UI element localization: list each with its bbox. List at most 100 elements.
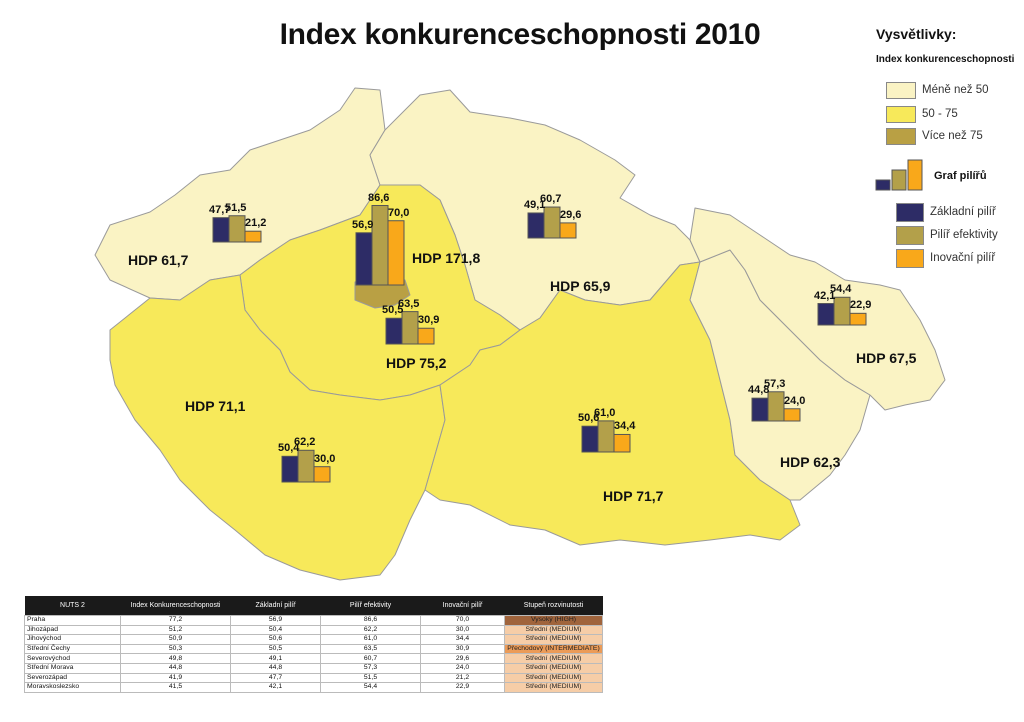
pillar-chart-icon bbox=[875, 159, 923, 191]
bar-inovace bbox=[244, 230, 262, 243]
table-cell-region: Moravskoslezsko bbox=[24, 682, 121, 693]
table-header: Inovační pilíř bbox=[420, 596, 505, 616]
legend-class-label: 50 - 75 bbox=[922, 108, 958, 120]
legend-pillar-label: Inovační pilíř bbox=[930, 252, 996, 264]
region-hdp-label: HDP 67,5 bbox=[856, 350, 917, 366]
bar-zakladni bbox=[527, 212, 545, 239]
legend-swatch bbox=[896, 248, 924, 268]
bar-efektivita bbox=[371, 205, 389, 286]
bar-efektivita bbox=[543, 206, 561, 239]
bar-value-label: 49,1 bbox=[524, 198, 546, 211]
bar-efektivita bbox=[767, 391, 785, 422]
bar-efektivita bbox=[297, 449, 315, 483]
table-cell-stage: Přechodový (INTERMEDIATE) bbox=[504, 643, 603, 655]
table-cell-efektivita: 54,4 bbox=[320, 682, 421, 693]
legend-pillar-label: Pilíř efektivity bbox=[930, 229, 998, 241]
table-cell-index: 77,2 bbox=[120, 615, 231, 626]
table-cell-inovace: 34,4 bbox=[420, 634, 505, 645]
table-cell-zakladni: 49,1 bbox=[230, 653, 321, 664]
table-cell-region: Severozápad bbox=[24, 672, 121, 684]
region-hdp-label: HDP 75,2 bbox=[386, 355, 447, 371]
bar-zakladni bbox=[385, 317, 403, 345]
table-header: NUTS 2 bbox=[24, 596, 121, 616]
legend-pillar-title: Graf pilířů bbox=[934, 170, 987, 182]
table-cell-region: Střední Čechy bbox=[24, 643, 121, 655]
table-cell-zakladni: 47,7 bbox=[230, 672, 321, 684]
table-cell-stage: Vysoký (HIGH) bbox=[504, 615, 603, 626]
table-header: Stupeň rozvinutosti bbox=[504, 596, 603, 616]
bar-value-label: 47,7 bbox=[209, 203, 231, 216]
legend-class-low: Méně než 50 bbox=[876, 80, 989, 100]
region-hdp-label: HDP 71,7 bbox=[603, 488, 664, 504]
table-row: Střední Čechy 50,3 50,5 63,5 30,9 Přechodový … bbox=[24, 643, 603, 655]
bar-inovace bbox=[559, 222, 577, 239]
bar-value-label: 42,1 bbox=[814, 289, 836, 302]
table-cell-efektivita: 57,3 bbox=[320, 662, 421, 674]
bar-inovace bbox=[783, 408, 801, 422]
table-cell-inovace: 30,9 bbox=[420, 643, 505, 655]
table-cell-region: Jihozápad bbox=[24, 624, 121, 636]
table-cell-efektivita: 61,0 bbox=[320, 634, 421, 645]
table-cell-efektivita: 63,5 bbox=[320, 643, 421, 655]
table-cell-inovace: 22,9 bbox=[420, 682, 505, 693]
bar-inovace bbox=[313, 466, 331, 483]
bar-inovace bbox=[387, 220, 405, 286]
bar-value-label: 54,4 bbox=[830, 283, 852, 296]
table-cell-zakladni: 50,5 bbox=[230, 643, 321, 655]
table-cell-zakladni: 50,4 bbox=[230, 624, 321, 636]
table-row: Severozápad 41,9 47,7 51,5 21,2 Střední (MEDI… bbox=[24, 672, 603, 684]
legend-class-mid: 50 - 75 bbox=[876, 104, 958, 124]
table-cell-inovace: 30,0 bbox=[420, 624, 505, 636]
bar-inovace bbox=[417, 327, 435, 345]
bar-zakladni bbox=[581, 425, 599, 453]
legend-pillar-inovace: Inovační pilíř bbox=[876, 248, 995, 268]
table-row: Severovýchod 49,8 49,1 60,7 29,6 Střední (MED… bbox=[24, 653, 603, 664]
bar-value-label: 70,0 bbox=[388, 206, 410, 219]
region-hdp-label: HDP 65,9 bbox=[550, 278, 611, 294]
bar-value-label: 30,9 bbox=[418, 314, 440, 327]
table-cell-efektivita: 86,6 bbox=[320, 615, 421, 626]
table-row: Jihovýchod 50,9 50,6 61,0 34,4 Střední (MEDIU… bbox=[24, 634, 603, 645]
legend-class-label: Méně než 50 bbox=[922, 84, 989, 96]
bar-value-label: 51,5 bbox=[225, 201, 247, 214]
bar-value-label: 30,0 bbox=[314, 452, 336, 465]
region-hdp-label: HDP 171,8 bbox=[412, 250, 481, 266]
table-header: Index Konkurenceschopnosti bbox=[120, 596, 231, 616]
bar-value-label: 57,3 bbox=[764, 377, 786, 390]
legend: Vysvětlivky: Index konkurenceschopnosti bbox=[876, 26, 1024, 66]
table-cell-zakladni: 42,1 bbox=[230, 682, 321, 693]
legend-pillar-label: Základní pilíř bbox=[930, 206, 996, 218]
table-cell-stage: Střední (MEDIUM) bbox=[504, 662, 603, 674]
table-cell-index: 49,8 bbox=[120, 653, 231, 664]
table-cell-region: Jihovýchod bbox=[24, 634, 121, 645]
table-cell-stage: Střední (MEDIUM) bbox=[504, 672, 603, 684]
bar-zakladni bbox=[817, 303, 835, 326]
legend-class-label: Více než 75 bbox=[922, 130, 983, 142]
bar-value-label: 56,9 bbox=[352, 218, 374, 231]
bar-zakladni bbox=[751, 397, 769, 422]
nuts2-table: NUTS 2 Index Konkurenceschopnosti Základ… bbox=[24, 596, 603, 693]
table-cell-efektivita: 60,7 bbox=[320, 653, 421, 664]
bar-value-label: 61,0 bbox=[594, 406, 616, 419]
table-cell-index: 51,2 bbox=[120, 624, 231, 636]
table-cell-efektivita: 62,2 bbox=[320, 624, 421, 636]
table-header: Pilíř efektivity bbox=[320, 596, 421, 616]
bar-value-label: 34,4 bbox=[614, 420, 636, 433]
legend-swatch bbox=[896, 225, 924, 245]
legend-pillar-efektivita: Pilíř efektivity bbox=[876, 225, 998, 245]
bar-efektivita bbox=[597, 420, 615, 453]
table-cell-stage: Střední (MEDIUM) bbox=[504, 624, 603, 636]
table-row: Střední Morava 44,8 44,8 57,3 24,0 Střední (M… bbox=[24, 662, 603, 674]
bar-value-label: 29,6 bbox=[560, 208, 582, 221]
bar-value-label: 50,5 bbox=[382, 304, 404, 317]
bar-value-label: 21,2 bbox=[245, 217, 267, 230]
table-cell-index: 41,9 bbox=[120, 672, 231, 684]
table-cell-inovace: 21,2 bbox=[420, 672, 505, 684]
table-cell-stage: Střední (MEDIUM) bbox=[504, 653, 603, 664]
table-cell-stage: Střední (MEDIUM) bbox=[504, 634, 603, 645]
region-hdp-label: HDP 62,3 bbox=[780, 454, 841, 470]
bar-efektivita bbox=[833, 296, 851, 326]
bar-value-label: 50,4 bbox=[278, 442, 300, 455]
bar-value-label: 24,0 bbox=[784, 394, 806, 407]
